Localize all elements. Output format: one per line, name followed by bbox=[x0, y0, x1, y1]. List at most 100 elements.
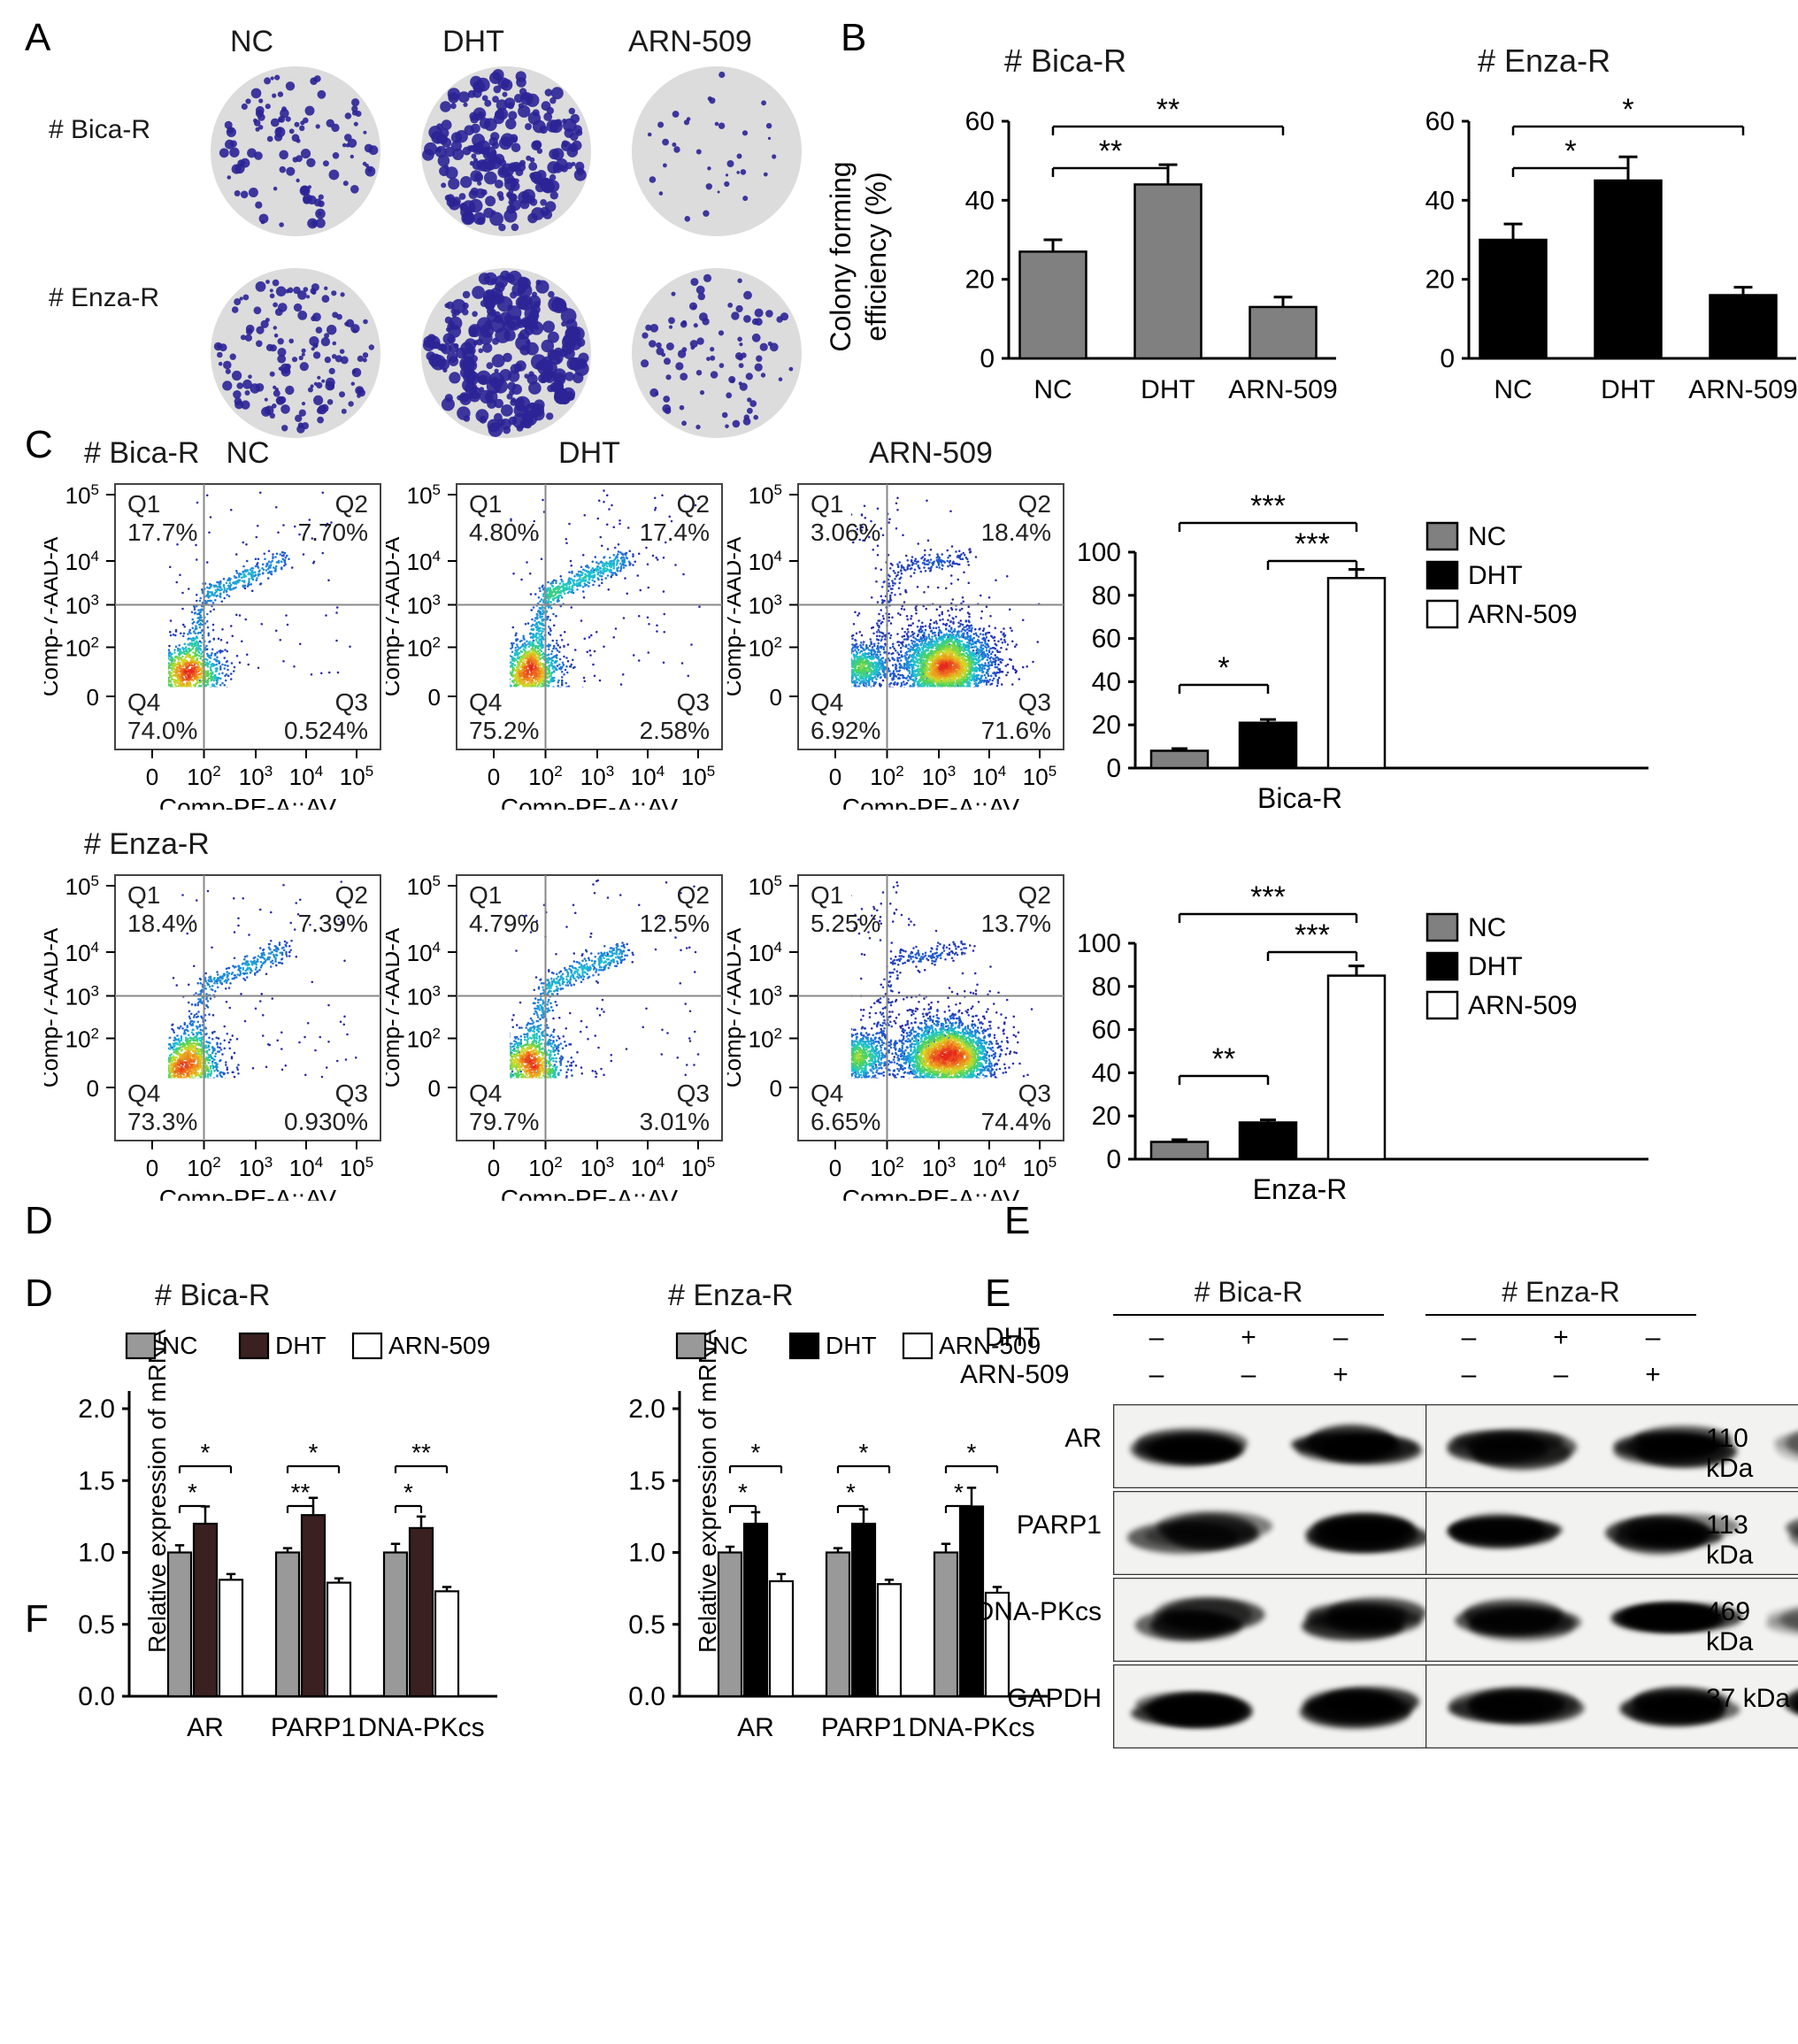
svg-text:103: 103 bbox=[239, 1154, 273, 1181]
svg-text:Comp-7-AAD-A: Comp-7-AAD-A bbox=[727, 927, 746, 1087]
svg-text:AR: AR bbox=[737, 1713, 774, 1742]
svg-text:*: * bbox=[403, 1479, 413, 1506]
svg-text:100: 100 bbox=[1077, 538, 1121, 567]
svg-text:Enza-R: Enza-R bbox=[1253, 1173, 1348, 1205]
svg-text:Q3: Q3 bbox=[1018, 688, 1051, 716]
svg-text:Comp-7-AAD-A: Comp-7-AAD-A bbox=[44, 927, 63, 1087]
svg-text:40: 40 bbox=[1092, 667, 1121, 696]
svg-text:NC: NC bbox=[1468, 913, 1506, 942]
svg-text:103: 103 bbox=[65, 983, 99, 1010]
svg-text:Q3: Q3 bbox=[1018, 1080, 1051, 1107]
svg-text:DNA-PKcs: DNA-PKcs bbox=[357, 1713, 484, 1742]
svg-text:ARN-509: ARN-509 bbox=[388, 1332, 490, 1359]
svg-text:***: *** bbox=[1295, 918, 1330, 952]
svg-text:ARN-509: ARN-509 bbox=[1228, 375, 1337, 404]
svg-text:0.0: 0.0 bbox=[628, 1682, 665, 1711]
svg-text:Comp-PE-A::AV: Comp-PE-A::AV bbox=[501, 794, 679, 810]
svg-text:6.92%: 6.92% bbox=[811, 717, 880, 744]
svg-text:Q1: Q1 bbox=[127, 490, 160, 518]
svg-text:79.7%: 79.7% bbox=[469, 1108, 539, 1135]
svg-text:DNA-PKcs: DNA-PKcs bbox=[908, 1713, 1034, 1742]
svg-text:**: ** bbox=[411, 1439, 431, 1466]
svg-text:Q4: Q4 bbox=[127, 1080, 160, 1107]
svg-text:*: * bbox=[1218, 651, 1229, 685]
svg-text:Q1: Q1 bbox=[811, 490, 843, 518]
svg-text:103: 103 bbox=[922, 1154, 956, 1181]
svg-text:DHT: DHT bbox=[1141, 375, 1195, 404]
svg-text:***: *** bbox=[1250, 489, 1286, 523]
svg-text:73.3%: 73.3% bbox=[127, 1108, 197, 1135]
svg-text:74.0%: 74.0% bbox=[127, 717, 197, 744]
svg-text:102: 102 bbox=[65, 1026, 99, 1053]
svg-text:60: 60 bbox=[1425, 107, 1455, 136]
svg-text:0: 0 bbox=[428, 1075, 441, 1102]
svg-text:**: ** bbox=[1099, 134, 1122, 168]
svg-text:Q2: Q2 bbox=[1018, 881, 1051, 909]
svg-text:75.2%: 75.2% bbox=[469, 717, 539, 744]
svg-text:NC: NC bbox=[1494, 375, 1532, 404]
svg-text:60: 60 bbox=[1092, 1016, 1121, 1045]
svg-text:Comp-7-AAD-A: Comp-7-AAD-A bbox=[727, 536, 746, 696]
svg-text:104: 104 bbox=[289, 1154, 323, 1181]
svg-text:0.524%: 0.524% bbox=[284, 717, 368, 744]
svg-text:102: 102 bbox=[528, 763, 562, 790]
svg-text:20: 20 bbox=[1092, 711, 1121, 740]
svg-text:105: 105 bbox=[65, 872, 99, 900]
svg-text:Comp-7-AAD-A: Comp-7-AAD-A bbox=[386, 536, 404, 696]
svg-text:NC: NC bbox=[1033, 375, 1072, 404]
svg-text:0: 0 bbox=[146, 1155, 158, 1181]
svg-text:**: ** bbox=[1156, 93, 1179, 127]
svg-text:104: 104 bbox=[631, 763, 665, 790]
svg-text:103: 103 bbox=[922, 763, 956, 790]
svg-text:4.79%: 4.79% bbox=[469, 910, 539, 937]
svg-text:Q4: Q4 bbox=[469, 1080, 502, 1107]
svg-text:ARN-509: ARN-509 bbox=[1688, 375, 1797, 404]
svg-text:1.0: 1.0 bbox=[78, 1539, 115, 1568]
svg-text:*: * bbox=[846, 1479, 856, 1506]
svg-text:*: * bbox=[859, 1439, 869, 1466]
svg-text:102: 102 bbox=[528, 1154, 562, 1181]
svg-text:DHT: DHT bbox=[1468, 561, 1523, 590]
svg-text:Q3: Q3 bbox=[335, 1080, 368, 1107]
svg-text:NC: NC bbox=[162, 1332, 197, 1359]
svg-text:102: 102 bbox=[749, 1026, 782, 1053]
svg-text:DHT: DHT bbox=[275, 1332, 327, 1359]
svg-text:0: 0 bbox=[488, 1155, 500, 1181]
svg-text:6.65%: 6.65% bbox=[811, 1108, 880, 1135]
svg-text:*: * bbox=[188, 1479, 197, 1506]
svg-text:104: 104 bbox=[749, 548, 782, 575]
svg-text:103: 103 bbox=[407, 983, 441, 1010]
svg-text:DHT: DHT bbox=[1468, 952, 1523, 981]
svg-text:*: * bbox=[309, 1439, 319, 1466]
svg-text:***: *** bbox=[1250, 880, 1286, 914]
svg-text:104: 104 bbox=[407, 548, 441, 575]
svg-text:103: 103 bbox=[580, 763, 614, 790]
svg-text:0: 0 bbox=[1106, 754, 1121, 783]
svg-text:Comp-7-AAD-A: Comp-7-AAD-A bbox=[386, 927, 404, 1087]
svg-text:*: * bbox=[738, 1479, 748, 1506]
svg-text:103: 103 bbox=[65, 592, 99, 619]
svg-text:Q3: Q3 bbox=[335, 688, 368, 716]
svg-text:104: 104 bbox=[749, 939, 782, 966]
svg-text:0.5: 0.5 bbox=[78, 1610, 115, 1640]
svg-text:7.70%: 7.70% bbox=[298, 519, 368, 546]
svg-text:18.4%: 18.4% bbox=[981, 519, 1051, 546]
svg-text:Q2: Q2 bbox=[677, 490, 710, 518]
svg-text:DHT: DHT bbox=[826, 1332, 877, 1359]
svg-text:103: 103 bbox=[749, 983, 782, 1010]
svg-text:Q2: Q2 bbox=[335, 881, 368, 909]
svg-text:Q4: Q4 bbox=[811, 1080, 843, 1107]
svg-text:Comp-PE-A::AV: Comp-PE-A::AV bbox=[842, 794, 1020, 810]
svg-text:105: 105 bbox=[407, 481, 441, 509]
svg-text:Bica-R: Bica-R bbox=[1257, 782, 1342, 814]
svg-text:40: 40 bbox=[965, 186, 995, 215]
svg-text:0: 0 bbox=[980, 344, 995, 373]
svg-text:40: 40 bbox=[1092, 1058, 1121, 1087]
svg-text:ARN-509: ARN-509 bbox=[1468, 600, 1577, 629]
svg-text:102: 102 bbox=[749, 634, 782, 662]
svg-text:DHT: DHT bbox=[1601, 375, 1656, 404]
svg-text:Q1: Q1 bbox=[811, 881, 843, 909]
svg-text:*: * bbox=[1564, 134, 1576, 168]
svg-text:20: 20 bbox=[1425, 265, 1455, 295]
svg-text:102: 102 bbox=[407, 634, 441, 662]
